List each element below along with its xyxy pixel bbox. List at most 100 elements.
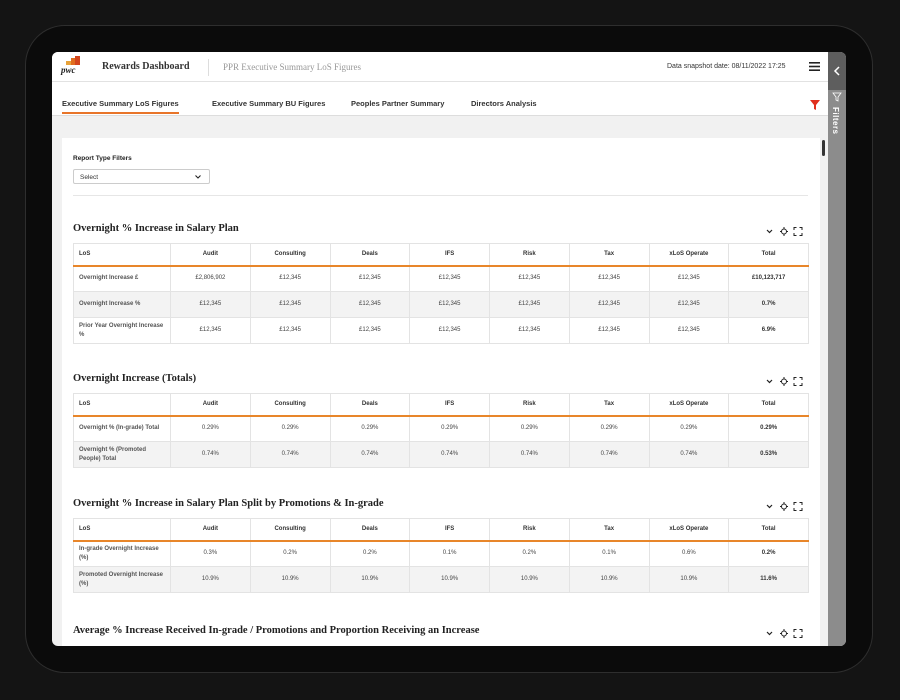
filter-outline-icon xyxy=(832,92,842,102)
table-cell: 0.53% xyxy=(728,441,809,468)
filters-sidebar[interactable]: Filters xyxy=(828,52,846,646)
screen: pwc Rewards Dashboard PPR Executive Summ… xyxy=(52,52,846,646)
column-header: Deals xyxy=(329,518,411,542)
column-header: Consulting xyxy=(249,518,331,542)
data-table: LoS Audit Consulting Deals IFS Risk Tax xLoS Op… xyxy=(73,518,809,593)
scrollbar xyxy=(822,140,825,156)
row-label: Overnight % (Promoted People) Total xyxy=(73,441,171,468)
column-header: Deals xyxy=(329,243,411,267)
section: Average % Increase Received In-grade / P… xyxy=(73,625,808,645)
table-cell: 0.7% xyxy=(728,291,809,318)
menu-button[interactable] xyxy=(809,62,820,71)
table-cell: 0.3% xyxy=(170,540,251,567)
table-cell: £12,345 xyxy=(329,291,411,318)
page-title: PPR Executive Summary LoS Figures xyxy=(223,62,361,72)
column-header: xLoS Operate xyxy=(648,393,730,417)
column-header: Audit xyxy=(170,393,251,417)
table-cell: £12,345 xyxy=(249,265,331,292)
select-value: Select xyxy=(80,174,99,181)
column-header: Risk xyxy=(489,518,570,542)
column-header: Tax xyxy=(568,243,650,267)
column-header: LoS xyxy=(73,243,171,267)
section-controls[interactable] xyxy=(766,373,806,391)
table-cell: 0.6% xyxy=(648,540,730,567)
table-row: Overnight Increase % £12,345 £12,345 £12,34… xyxy=(73,291,809,318)
column-header: Consulting xyxy=(249,393,331,417)
table-cell: £12,345 xyxy=(568,317,650,344)
column-header: Audit xyxy=(170,243,251,267)
header-row: LoS Audit Consulting Deals IFS Risk Tax xLoS Op… xyxy=(73,393,809,417)
snapshot-date: Data snapshot date: 08/11/2022 17:25 xyxy=(667,63,786,70)
table-cell: 11.6% xyxy=(728,566,809,593)
data-table: LoS Audit Consulting Deals IFS Risk Tax xLoS Op… xyxy=(73,393,809,468)
table-cell: 0.1% xyxy=(568,540,650,567)
table-cell: £12,345 xyxy=(409,291,490,318)
table-cell: £12,345 xyxy=(249,317,331,344)
table-cell: £12,345 xyxy=(489,317,570,344)
table-cell: 10.9% xyxy=(170,566,251,593)
table-cell: 0.2% xyxy=(329,540,411,567)
tab[interactable]: Executive Summary LoS Figures xyxy=(62,99,179,114)
column-header: LoS xyxy=(73,393,171,417)
section: Overnight Increase (Totals) LoS Audit Consu… xyxy=(73,373,809,468)
table-cell: 10.9% xyxy=(568,566,650,593)
row-label: Promoted Overnight Increase (%) xyxy=(73,566,171,593)
tab[interactable]: Peoples Partner Summary xyxy=(351,99,445,108)
section-title: Average % Increase Received In-grade / P… xyxy=(73,625,480,636)
table-cell: £12,345 xyxy=(648,317,730,344)
divider xyxy=(208,59,209,76)
tab[interactable]: Directors Analysis xyxy=(471,99,537,108)
table-cell: £12,345 xyxy=(170,317,251,344)
column-header: xLoS Operate xyxy=(648,518,730,542)
table-cell: £12,345 xyxy=(329,265,411,292)
section-controls[interactable] xyxy=(766,625,806,643)
row-label: Overnight Increase % xyxy=(73,291,171,318)
table-cell: £2,806,902 xyxy=(170,265,251,292)
column-header: IFS xyxy=(409,243,490,267)
logo-mark xyxy=(66,56,80,65)
table-row: In-grade Overnight Increase (%) 0.3% 0.2% 0… xyxy=(73,540,809,567)
filter-label: Report Type Filters xyxy=(73,155,132,162)
column-header: Deals xyxy=(329,393,411,417)
section-controls[interactable] xyxy=(766,498,806,516)
column-header: Tax xyxy=(568,518,650,542)
table-cell: 0.74% xyxy=(249,441,331,468)
report-type-select[interactable]: Select xyxy=(73,169,210,184)
header: pwc Rewards Dashboard PPR Executive Summ… xyxy=(52,52,828,82)
filter-icon[interactable] xyxy=(810,100,820,110)
column-header: Total xyxy=(728,243,809,267)
table-cell: 10.9% xyxy=(489,566,570,593)
column-header: xLoS Operate xyxy=(648,243,730,267)
table-row: Overnight Increase £ £2,806,902 £12,345 £12… xyxy=(73,265,809,292)
section-title: Overnight % Increase in Salary Plan Spli… xyxy=(73,498,384,509)
table-cell: £12,345 xyxy=(568,265,650,292)
row-label: Prior Year Overnight Increase % xyxy=(73,317,171,344)
section-controls[interactable] xyxy=(766,223,806,241)
tab-bar: Executive Summary LoS Figures Executive S… xyxy=(52,82,828,116)
table-cell: £10,123,717 xyxy=(728,265,809,292)
section: Overnight % Increase in Salary Plan LoS Au… xyxy=(73,223,809,344)
table-row: Overnight % (Promoted People) Total 0.74%… xyxy=(73,441,809,468)
table-cell: 0.74% xyxy=(648,441,730,468)
table-cell: 0.74% xyxy=(568,441,650,468)
table-cell: £12,345 xyxy=(409,265,490,292)
table-cell: £12,345 xyxy=(648,291,730,318)
table-cell: 0.74% xyxy=(489,441,570,468)
table-cell: 0.29% xyxy=(489,415,570,442)
column-header: Consulting xyxy=(249,243,331,267)
table-cell: £12,345 xyxy=(648,265,730,292)
table-cell: 0.2% xyxy=(249,540,331,567)
table-row: Overnight % (In-grade) Total 0.29% 0.29% 0.… xyxy=(73,415,809,442)
column-header: Tax xyxy=(568,393,650,417)
sidebar-toggle[interactable] xyxy=(828,52,846,90)
column-header: Total xyxy=(728,518,809,542)
table-cell: 0.29% xyxy=(648,415,730,442)
tab[interactable]: Executive Summary BU Figures xyxy=(212,99,326,108)
table-cell: 0.29% xyxy=(170,415,251,442)
table-cell: 6.9% xyxy=(728,317,809,344)
row-label: In-grade Overnight Increase (%) xyxy=(73,540,171,567)
app-title: Rewards Dashboard xyxy=(102,61,190,72)
table-row: Promoted Overnight Increase (%) 10.9% 10.9… xyxy=(73,566,809,593)
section: Overnight % Increase in Salary Plan Spli… xyxy=(73,498,809,593)
